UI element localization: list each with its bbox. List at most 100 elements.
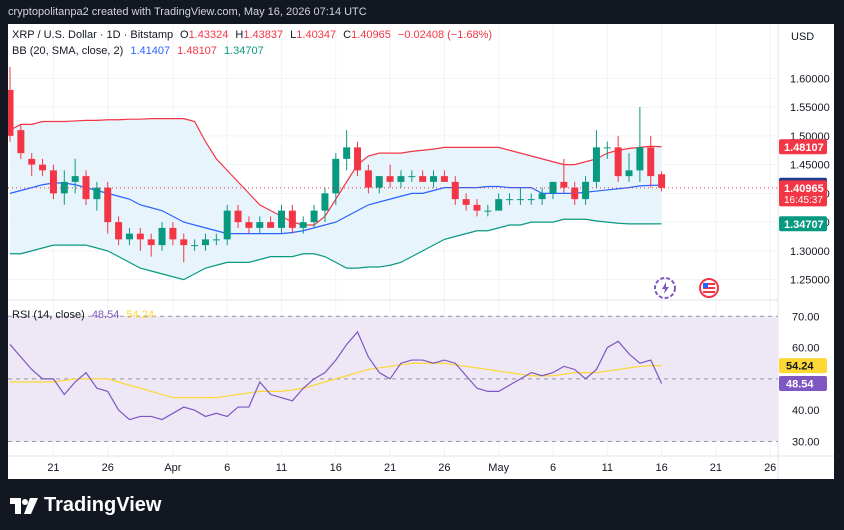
- candle-body: [6, 89, 14, 136]
- candle: [430, 170, 438, 188]
- candle-body: [28, 158, 36, 165]
- close-price-badge-bg: [779, 180, 827, 207]
- candle: [169, 222, 177, 246]
- tradingview-brand[interactable]: TradingView: [10, 494, 161, 517]
- rsi-tick-label: 60.00: [792, 343, 820, 355]
- candle-body: [310, 210, 318, 223]
- candle: [28, 153, 36, 177]
- time-tick-label: 26: [764, 462, 776, 474]
- time-tick-label: 26: [438, 462, 450, 474]
- time-tick-label: 11: [602, 462, 613, 474]
- candle: [614, 135, 622, 182]
- candle-body: [354, 147, 362, 171]
- candle: [625, 153, 633, 182]
- candle: [440, 170, 448, 182]
- candle: [136, 227, 144, 251]
- candle-body: [212, 239, 220, 241]
- bb-lower-badge-bg: [779, 216, 827, 232]
- candle-body: [223, 210, 231, 240]
- rsi-value-badge-bg: [779, 375, 827, 391]
- candle-body: [201, 239, 209, 246]
- candle: [354, 141, 362, 177]
- price-tick-label: 1.60000: [790, 73, 830, 85]
- candle: [147, 233, 155, 257]
- candle: [506, 193, 514, 205]
- time-tick-label: 11: [276, 462, 287, 474]
- candle-body: [245, 222, 253, 228]
- candle: [647, 135, 655, 188]
- candle: [310, 204, 318, 228]
- candle-body: [527, 199, 535, 201]
- rsi-value-badge: 48.54: [786, 378, 814, 390]
- candle-body: [93, 187, 101, 200]
- candle-body: [278, 210, 285, 228]
- bb-lower-badge: 1.34707: [784, 219, 824, 231]
- candle-body: [115, 222, 123, 240]
- candle-body: [125, 233, 133, 240]
- rsi-axis[interactable]: 70.00 60.00 40.00 30.00 54.24 48.54: [779, 311, 827, 448]
- candle: [288, 204, 296, 234]
- candle: [603, 141, 611, 159]
- candle: [343, 130, 351, 171]
- candle: [104, 181, 112, 234]
- candle-body: [82, 176, 90, 200]
- candle-body: [191, 245, 199, 247]
- bb-legend: BB (20, SMA, close, 2) 1.41407 1.48107 1…: [12, 45, 264, 57]
- candle: [527, 193, 535, 205]
- candle-body: [288, 210, 296, 228]
- candle-body: [614, 147, 622, 177]
- chart-area[interactable]: XRP / U.S. Dollar · 1D · Bitstamp O1.433…: [6, 24, 834, 479]
- candle: [212, 233, 220, 246]
- bb-lower-line: [10, 218, 662, 281]
- candle-body: [582, 181, 590, 200]
- gear-bolt-icon[interactable]: [654, 277, 676, 299]
- time-tick-label: 16: [655, 462, 667, 474]
- candle-body: [136, 233, 144, 240]
- time-tick-label: May: [488, 462, 509, 474]
- close-price-badge-countdown: 16:45:37: [784, 195, 823, 206]
- candle: [223, 204, 231, 246]
- candle: [115, 216, 123, 246]
- candle: [419, 170, 427, 182]
- rsi-pane: [8, 315, 778, 442]
- price-tick-label: 1.55000: [790, 102, 830, 114]
- time-tick-label: 6: [550, 462, 556, 474]
- candle: [245, 216, 253, 234]
- candle-body: [495, 199, 503, 211]
- candle-body: [451, 181, 459, 200]
- candle-body: [39, 164, 47, 171]
- candle-body: [234, 210, 242, 223]
- candle-body: [440, 176, 448, 182]
- candle: [267, 216, 275, 228]
- candle-body: [571, 187, 579, 200]
- time-tick-label: 21: [47, 462, 59, 474]
- tradingview-logo-icon: [10, 497, 38, 514]
- candle-body: [104, 187, 112, 223]
- chart-svg[interactable]: XRP / U.S. Dollar · 1D · Bitstamp O1.433…: [6, 24, 834, 479]
- candle-body: [506, 199, 514, 201]
- candle-body: [386, 176, 394, 182]
- candle-body: [299, 222, 307, 228]
- time-axis[interactable]: 21 26 Apr 6 11 16 21 26 May 6 11 16 21 26: [47, 462, 776, 474]
- candle: [538, 187, 546, 205]
- candle-body: [625, 170, 633, 177]
- candle: [71, 158, 79, 194]
- time-tick-label: 21: [384, 462, 396, 474]
- candle-body: [462, 199, 470, 205]
- candle: [93, 181, 101, 211]
- candle: [256, 216, 264, 234]
- candle-body: [71, 176, 79, 182]
- candle-body: [538, 193, 546, 200]
- us-flag-icon[interactable]: [699, 278, 719, 298]
- candle: [49, 164, 57, 200]
- candle-body: [484, 210, 492, 212]
- candle: [582, 176, 590, 205]
- candle-body: [636, 147, 644, 171]
- candle: [473, 199, 481, 217]
- created-with-header: cryptopolitanpa2 created with TradingVie…: [8, 6, 367, 18]
- candle: [658, 171, 666, 192]
- candle: [397, 170, 405, 188]
- currency-label[interactable]: USD: [791, 31, 814, 43]
